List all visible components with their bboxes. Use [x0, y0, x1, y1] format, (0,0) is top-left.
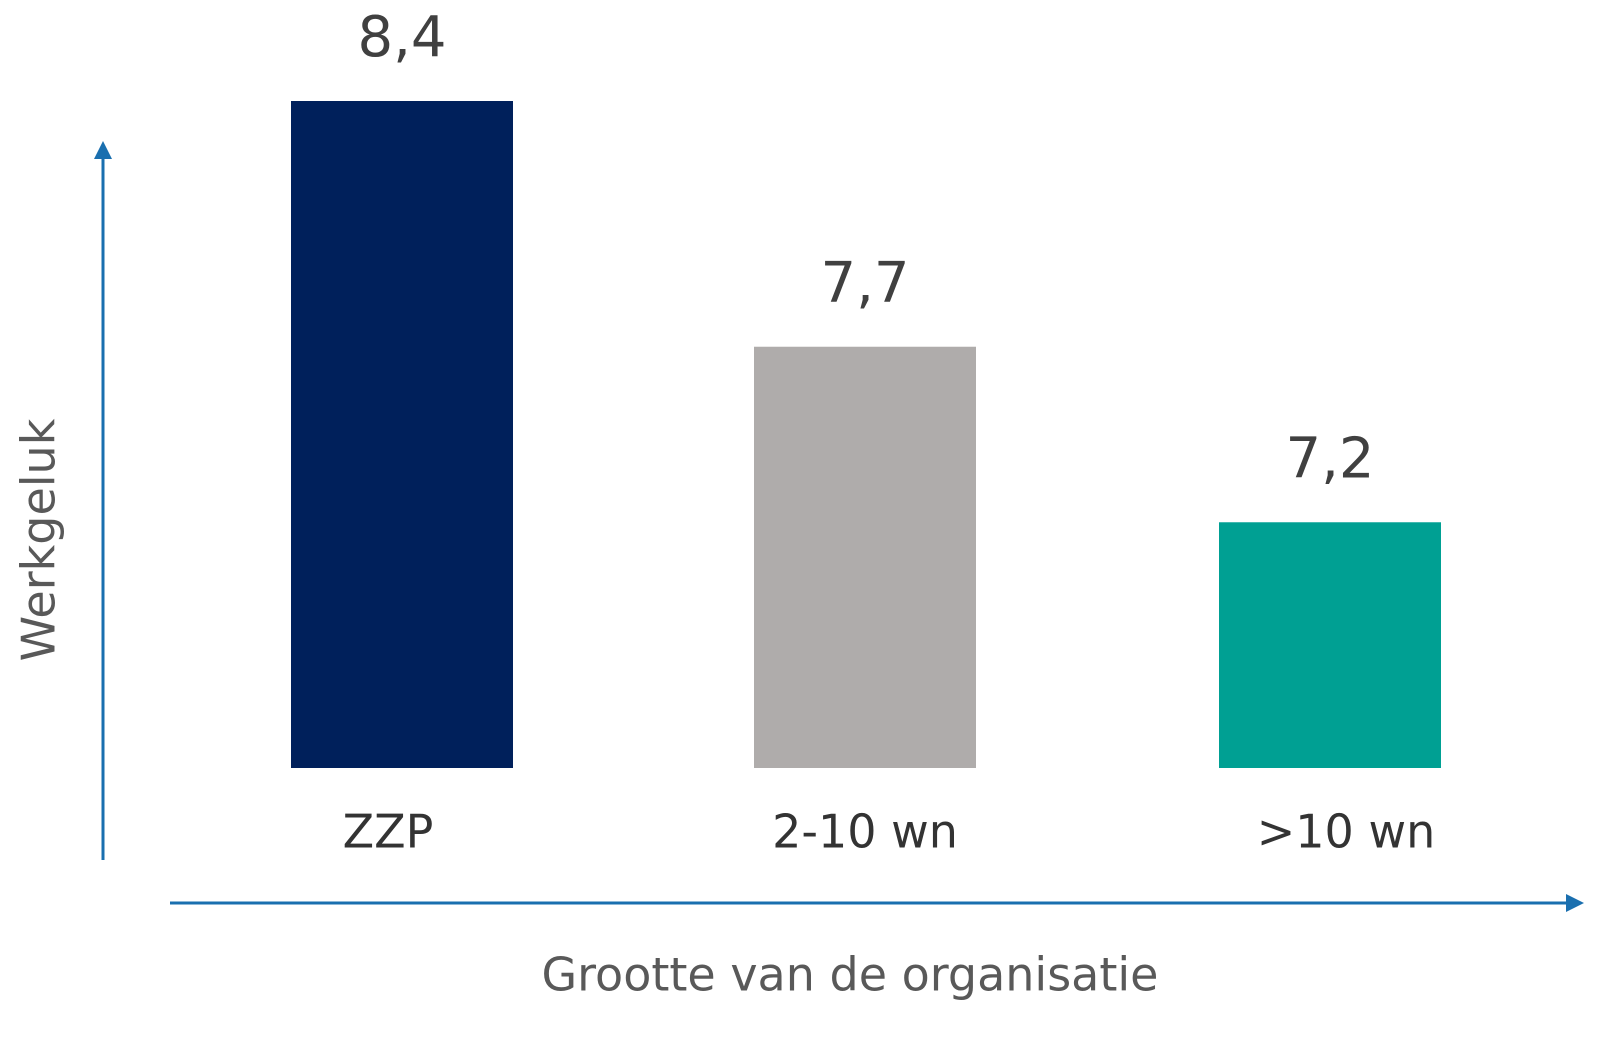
- y-axis-title: Werkgeluk: [12, 418, 66, 661]
- bar: [1219, 522, 1441, 768]
- x-tick-label: ZZP: [343, 805, 434, 859]
- bar: [291, 101, 513, 768]
- x-tick-label: 2-10 wn: [772, 805, 958, 859]
- bar: [754, 346, 976, 768]
- x-tick-label: >10 wn: [1257, 805, 1435, 859]
- value-label: 7,2: [1285, 426, 1374, 491]
- value-label: 7,7: [820, 251, 909, 316]
- x-axis-title: Grootte van de organisatie: [542, 948, 1159, 1002]
- value-label: 8,4: [357, 5, 446, 70]
